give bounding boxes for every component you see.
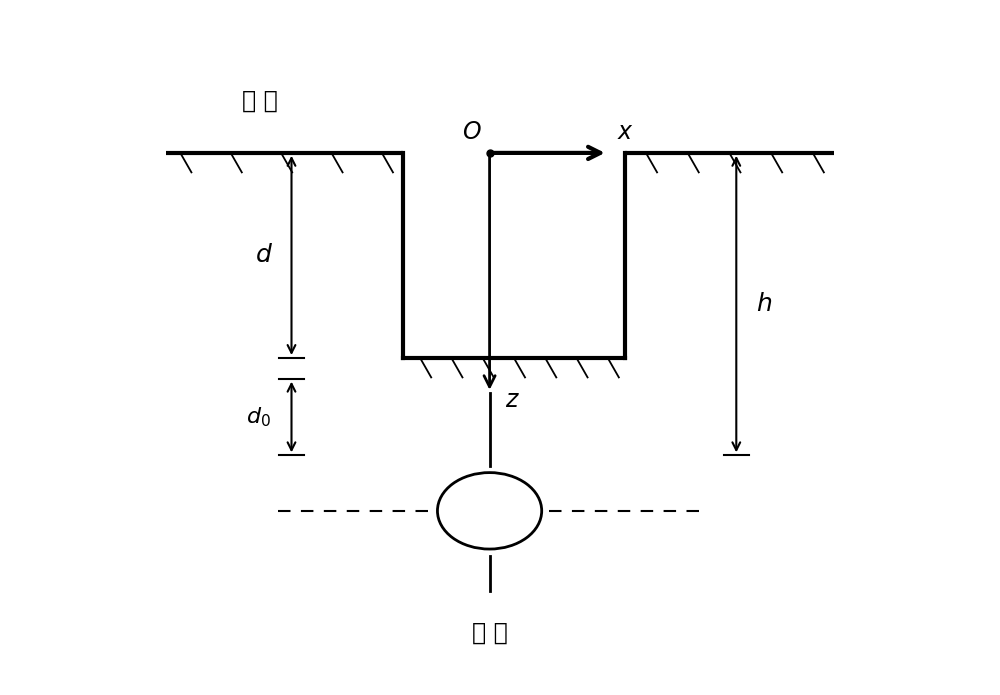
Text: $h$: $h$ — [756, 292, 772, 316]
Text: $d$: $d$ — [255, 243, 273, 268]
Text: 地 表: 地 表 — [242, 89, 278, 113]
Text: $O$: $O$ — [462, 120, 482, 144]
Text: 隧 道: 隧 道 — [472, 621, 507, 644]
Text: $x$: $x$ — [617, 120, 633, 144]
Text: $z$: $z$ — [505, 388, 520, 411]
Text: $d_0$: $d_0$ — [246, 405, 271, 429]
